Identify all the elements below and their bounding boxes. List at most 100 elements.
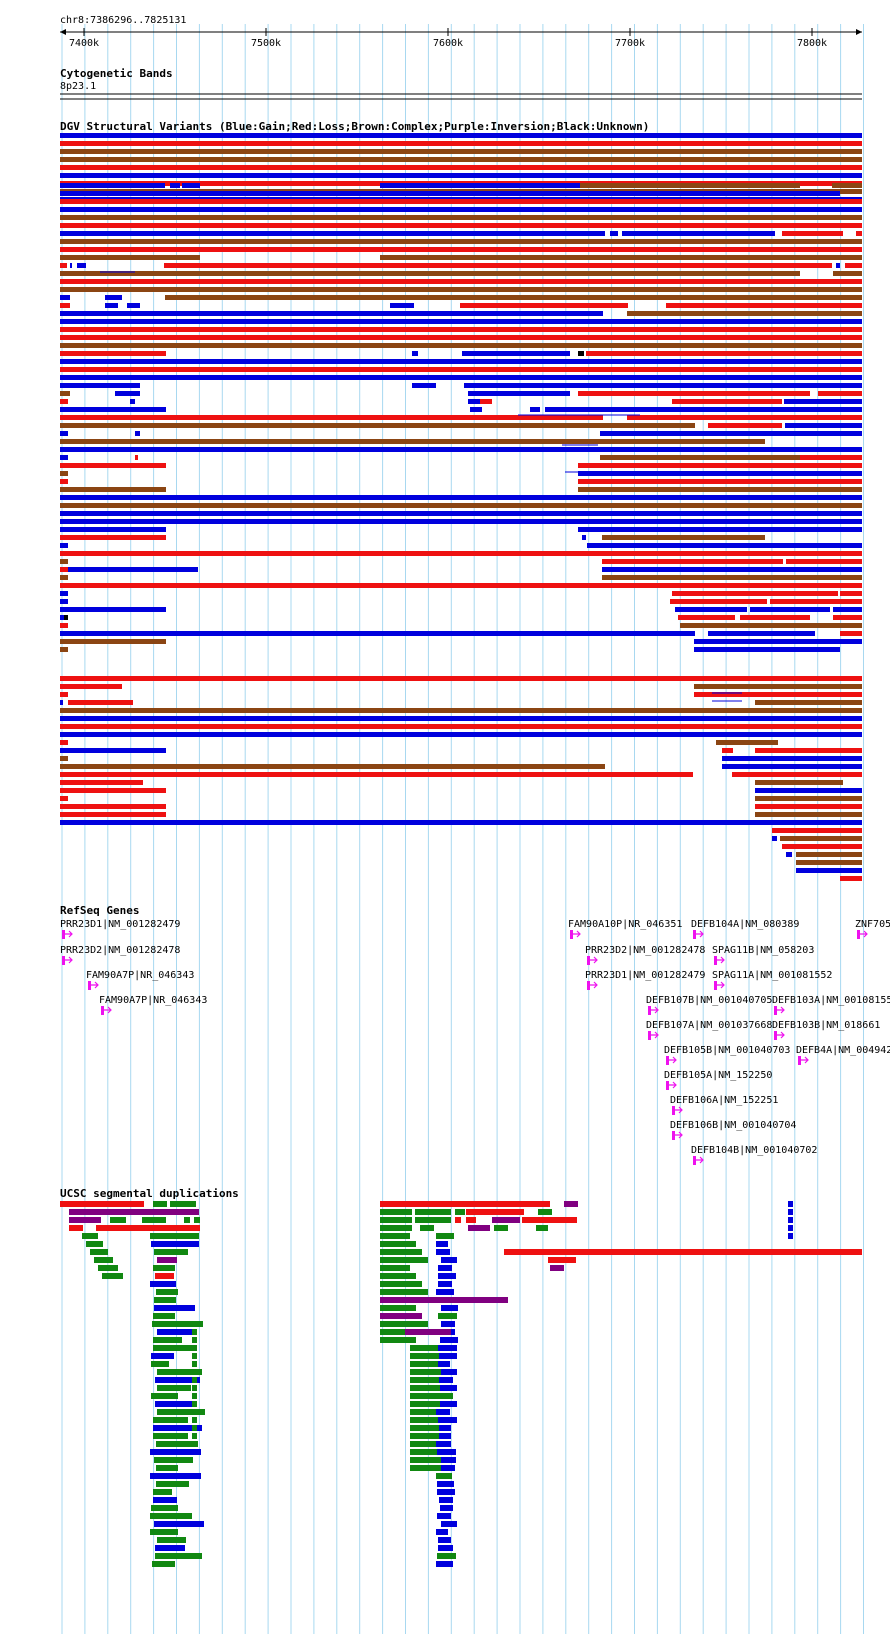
dgv-variant <box>60 375 862 380</box>
segdup-block <box>380 1209 412 1215</box>
gene-label[interactable]: DEFB4A|NM_004942 <box>796 1045 890 1056</box>
dgv-variant <box>60 764 605 769</box>
dgv-variant <box>666 303 862 308</box>
gene-strand-arrow <box>860 930 868 938</box>
dgv-variant <box>694 639 862 644</box>
dgv-variant <box>678 615 735 620</box>
gene-label[interactable]: DEFB103A|NM_001081551 <box>772 995 890 1006</box>
segdup-block <box>380 1217 412 1223</box>
gene-exon <box>693 1156 696 1165</box>
dgv-variant <box>755 804 862 809</box>
cytoband-track-title[interactable]: Cytogenetic Bands <box>60 67 173 80</box>
gene-label[interactable]: FAM90A7P|NR_046343 <box>86 970 195 981</box>
gene-strand-arrow <box>65 930 73 938</box>
gene-label[interactable]: PRR23D1|NM_001282479 <box>60 919 181 930</box>
dgv-variant <box>60 191 840 196</box>
dgv-variant <box>165 295 862 300</box>
segdup-track-title[interactable]: UCSC segmental duplications <box>60 1187 239 1200</box>
segdup-block <box>504 1249 862 1255</box>
segdup-block <box>410 1457 450 1463</box>
refseq-track-title[interactable]: RefSeq Genes <box>60 904 140 917</box>
dgv-variant <box>130 399 135 404</box>
segdup-block <box>436 1561 453 1567</box>
segdup-block <box>151 1241 199 1247</box>
gene-label[interactable]: SPAG11B|NM_058203 <box>712 945 815 956</box>
dgv-variant <box>468 399 480 404</box>
cytoband-track[interactable] <box>0 92 890 102</box>
segdup-block <box>439 1377 453 1383</box>
dgv-variant <box>818 391 862 396</box>
dgv-variant <box>60 391 70 396</box>
segdup-block <box>550 1265 564 1271</box>
segdup-block <box>438 1281 452 1287</box>
gene-label[interactable]: FAM90A7P|NR_046343 <box>99 995 208 1006</box>
gene-label[interactable]: SPAG11A|NM_001081552 <box>712 970 833 981</box>
gene-label[interactable]: ZNF705B <box>855 919 890 930</box>
segdup-block <box>380 1281 422 1287</box>
gene-exon <box>774 1006 777 1015</box>
coordinate-ruler[interactable]: 7400k 7500k 7600k 7700k 7800k <box>0 24 890 48</box>
dgv-variant <box>60 479 68 484</box>
dgv-variant <box>586 351 862 356</box>
segdup-block <box>192 1353 197 1359</box>
dgv-variant <box>833 607 862 612</box>
dgv-variant <box>602 575 862 580</box>
locus-label: chr8:7386296..7825131 <box>60 15 187 26</box>
gene-exon <box>672 1131 675 1140</box>
segdup-block <box>455 1217 461 1223</box>
dgv-variant <box>164 263 832 268</box>
gene-label[interactable]: DEFB105B|NM_001040703 <box>664 1045 791 1056</box>
dgv-variant <box>105 295 122 300</box>
segdup-block <box>170 1201 196 1207</box>
gene-label[interactable]: DEFB107B|NM_001040705 <box>646 995 773 1006</box>
dgv-variant <box>800 455 862 460</box>
segdup-block <box>192 1329 197 1335</box>
gene-label[interactable]: DEFB106A|NM_152251 <box>670 1095 779 1106</box>
gene-label[interactable]: DEFB106B|NM_001040704 <box>670 1120 797 1131</box>
gene-label[interactable]: PRR23D2|NM_001282478 <box>60 945 181 956</box>
dgv-variant <box>722 756 862 761</box>
segdup-block <box>380 1305 416 1311</box>
segdup-block <box>380 1249 422 1255</box>
segdup-block <box>380 1313 422 1319</box>
segdup-block <box>150 1529 178 1535</box>
dgv-variant <box>60 199 862 204</box>
dgv-variant <box>782 844 862 849</box>
segdup-block <box>153 1345 197 1351</box>
dgv-track-title[interactable]: DGV Structural Variants (Blue:Gain;Red:L… <box>60 120 650 133</box>
segdup-block <box>154 1457 193 1463</box>
segdup-block <box>157 1369 202 1375</box>
gene-exon <box>587 956 590 965</box>
gene-label[interactable]: FAM90A10P|NR_046351 <box>568 919 683 930</box>
gene-label[interactable]: DEFB107A|NM_001037668 <box>646 1020 773 1031</box>
segdup-block <box>155 1377 200 1383</box>
dgv-variant <box>68 567 198 572</box>
gene-label[interactable]: DEFB104B|NM_001040702 <box>691 1145 818 1156</box>
dgv-variant <box>60 724 862 729</box>
dgv-variant <box>772 828 862 833</box>
ruler-tick-label: 7600k <box>433 38 463 48</box>
segdup-block <box>153 1417 188 1423</box>
gene-label[interactable]: DEFB104A|NM_080389 <box>691 919 800 930</box>
gene-strand-arrow <box>573 930 581 938</box>
dgv-variant <box>785 423 862 428</box>
gene-label[interactable]: DEFB103B|NM_018661 <box>772 1020 881 1031</box>
gene-label[interactable]: PRR23D1|NM_001282479 <box>585 970 706 981</box>
segdup-block <box>410 1417 450 1423</box>
segdup-block <box>410 1345 450 1351</box>
segdup-block <box>153 1337 182 1343</box>
dgv-variant <box>60 535 166 540</box>
dgv-variant <box>60 157 862 162</box>
segdup-block <box>157 1329 194 1335</box>
dgv-variant <box>60 812 166 817</box>
segdup-block <box>436 1409 450 1415</box>
gene-strand-arrow <box>717 956 725 964</box>
gene-label[interactable]: PRR23D2|NM_001282478 <box>585 945 706 956</box>
segdup-block <box>150 1513 192 1519</box>
segdup-block <box>564 1201 578 1207</box>
gene-label[interactable]: DEFB105A|NM_152250 <box>664 1070 773 1081</box>
